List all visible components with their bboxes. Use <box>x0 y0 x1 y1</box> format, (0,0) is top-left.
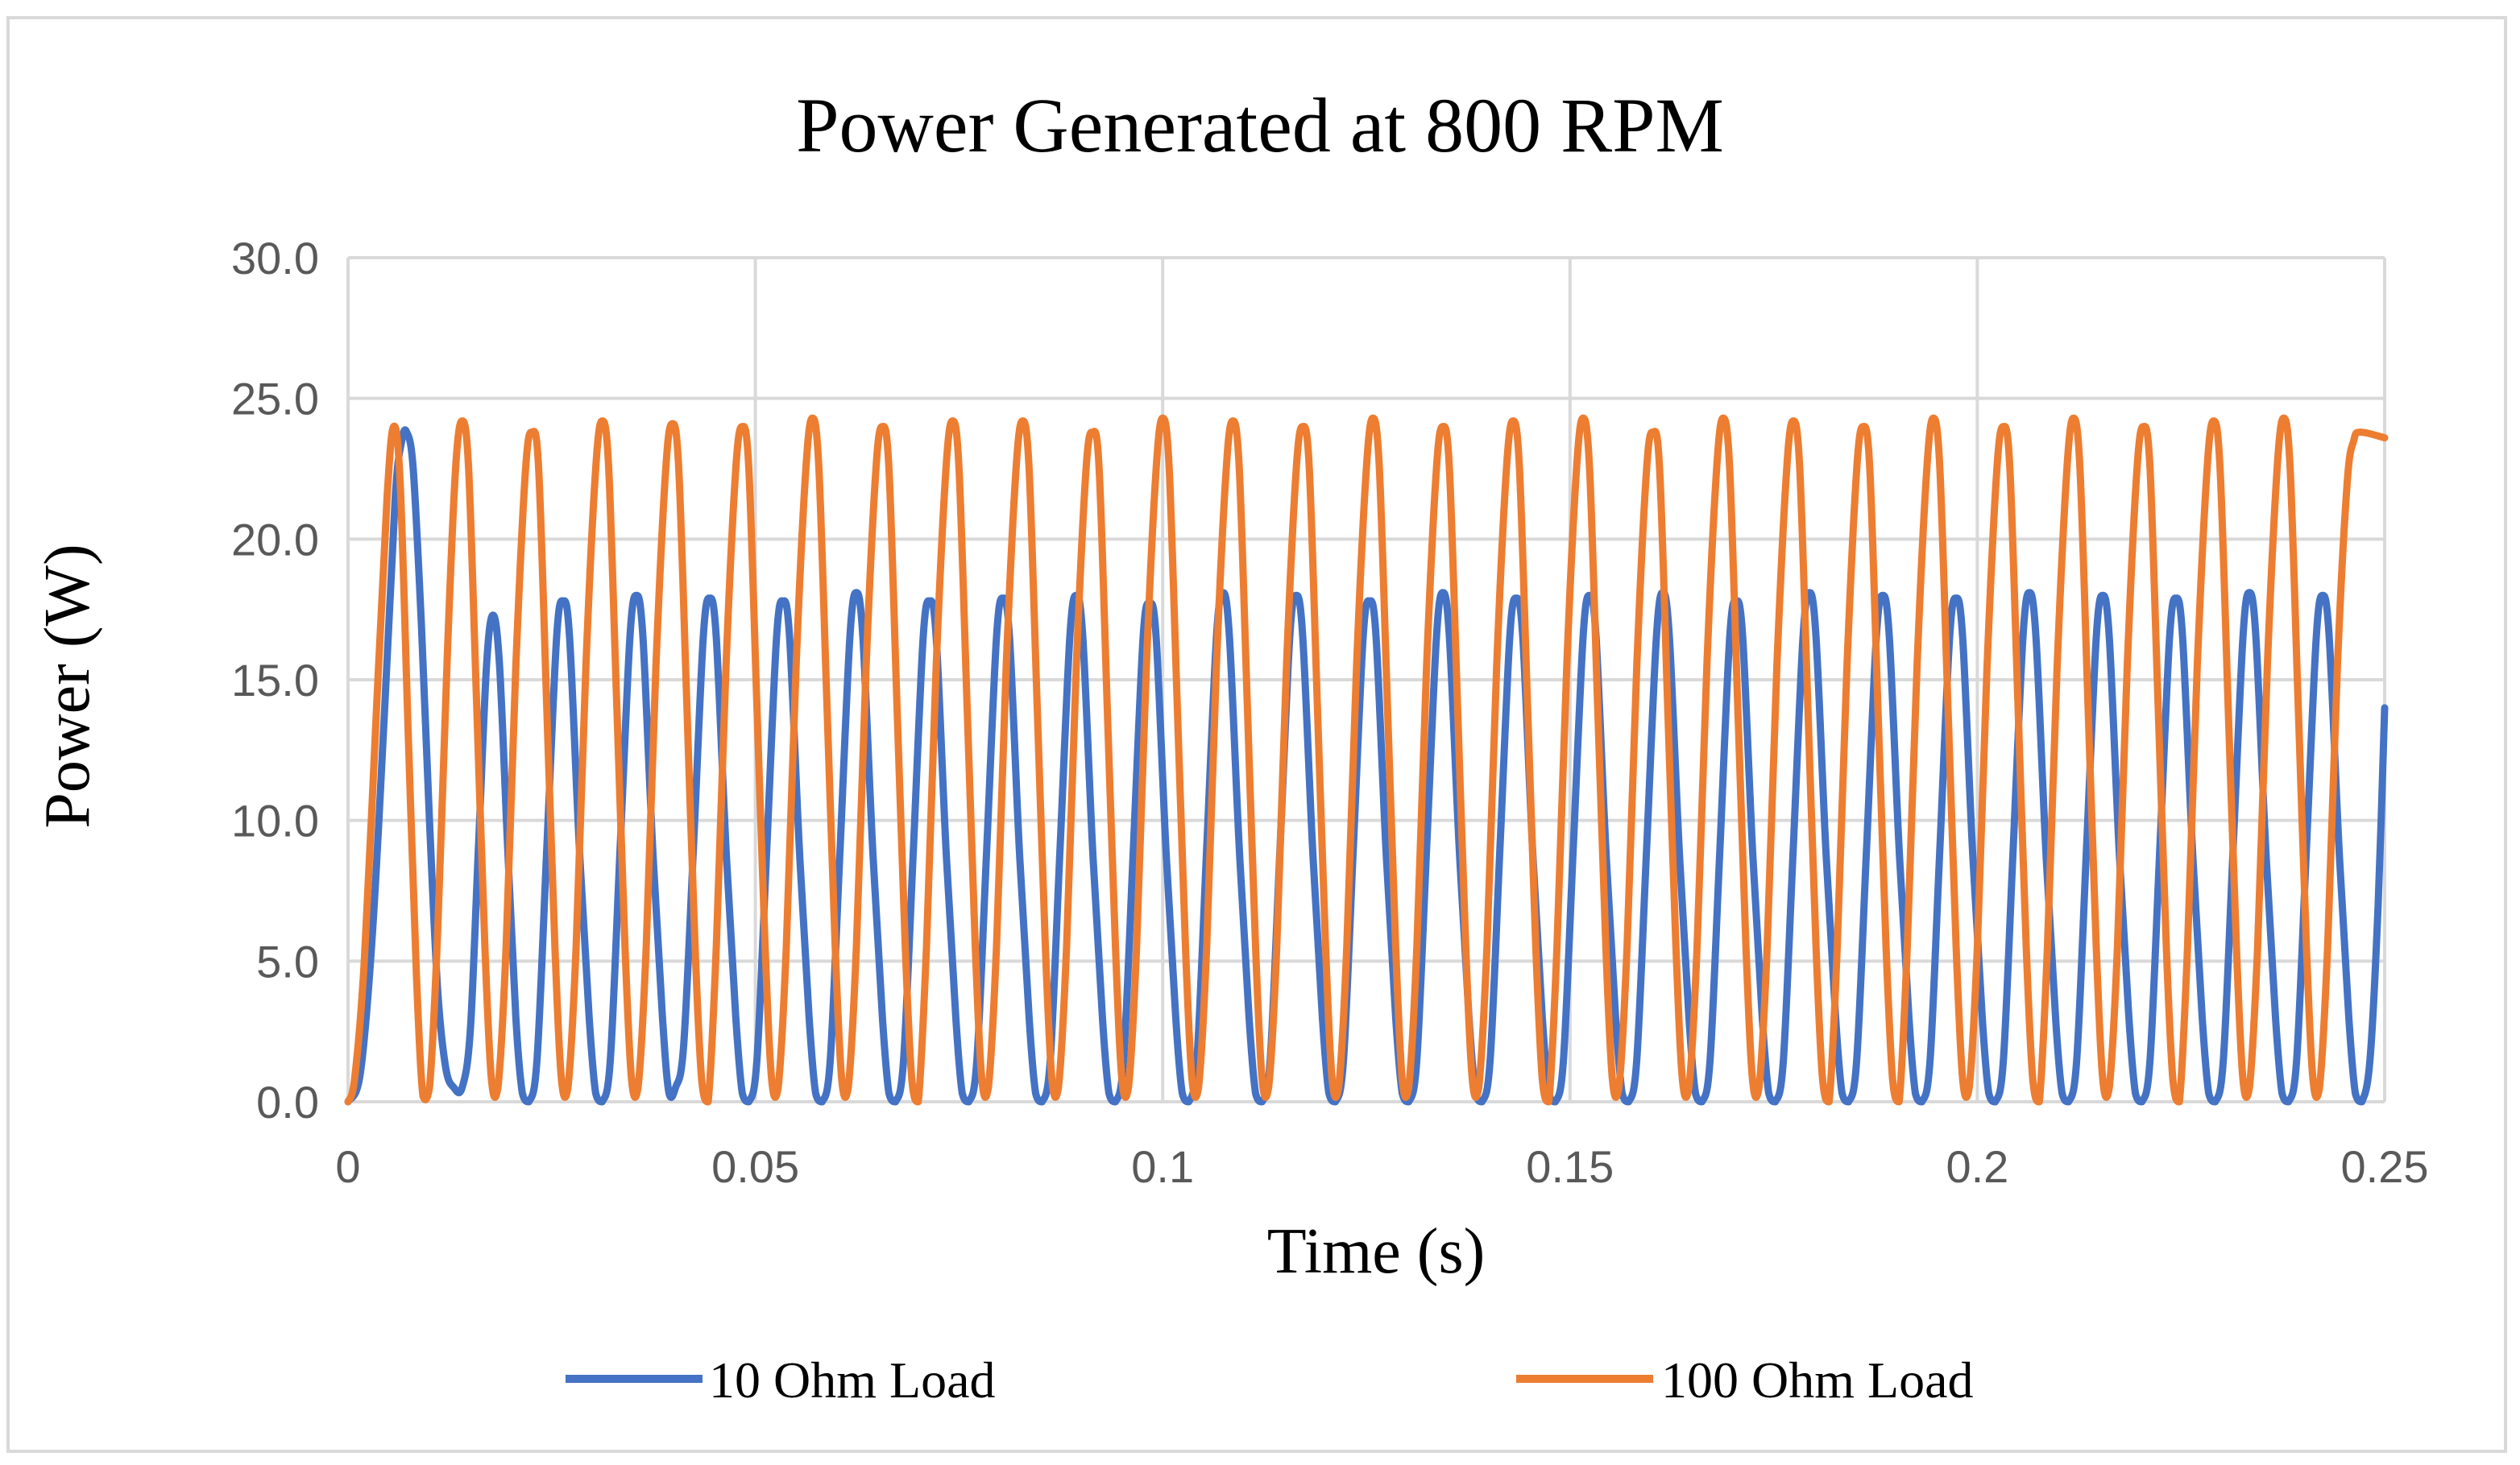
x-axis-title: Time (s) <box>1267 1216 1485 1287</box>
y-tick-label: 5.0 <box>256 936 319 987</box>
x-tick-label: 0.15 <box>1526 1141 1614 1192</box>
legend: 10 Ohm Load 100 Ohm Load <box>566 1351 1974 1409</box>
x-tick-label: 0.1 <box>1131 1141 1194 1192</box>
legend-label-100-ohm: 100 Ohm Load <box>1661 1351 1974 1409</box>
series-layer <box>344 414 2389 1106</box>
x-tick-label: 0.05 <box>711 1141 799 1192</box>
x-tick-label: 0 <box>335 1141 360 1192</box>
x-tick-label: 0.2 <box>1946 1141 2008 1192</box>
y-tick-label: 30.0 <box>231 233 319 283</box>
legend-label-10-ohm: 10 Ohm Load <box>709 1351 996 1409</box>
chart-title: Power Generated at 800 RPM <box>796 82 1724 168</box>
y-tick-label: 15.0 <box>231 655 319 706</box>
series-line-100-ohm-load <box>344 414 2389 1106</box>
y-tick-label: 0.0 <box>256 1077 319 1128</box>
legend-item-10-ohm[interactable]: 10 Ohm Load <box>566 1351 996 1409</box>
tick-labels: 0.0 5.0 10.0 15.0 20.0 25.0 30.0 0 0.05 0.1 0.15 0.… <box>231 233 2429 1192</box>
y-tick-label: 20.0 <box>231 514 319 565</box>
legend-item-100-ohm[interactable]: 100 Ohm Load <box>1516 1351 1974 1409</box>
y-axis-title: Power (W) <box>32 544 103 828</box>
x-tick-label: 0.25 <box>2341 1141 2429 1192</box>
y-tick-label: 25.0 <box>231 374 319 424</box>
y-tick-label: 10.0 <box>231 796 319 846</box>
